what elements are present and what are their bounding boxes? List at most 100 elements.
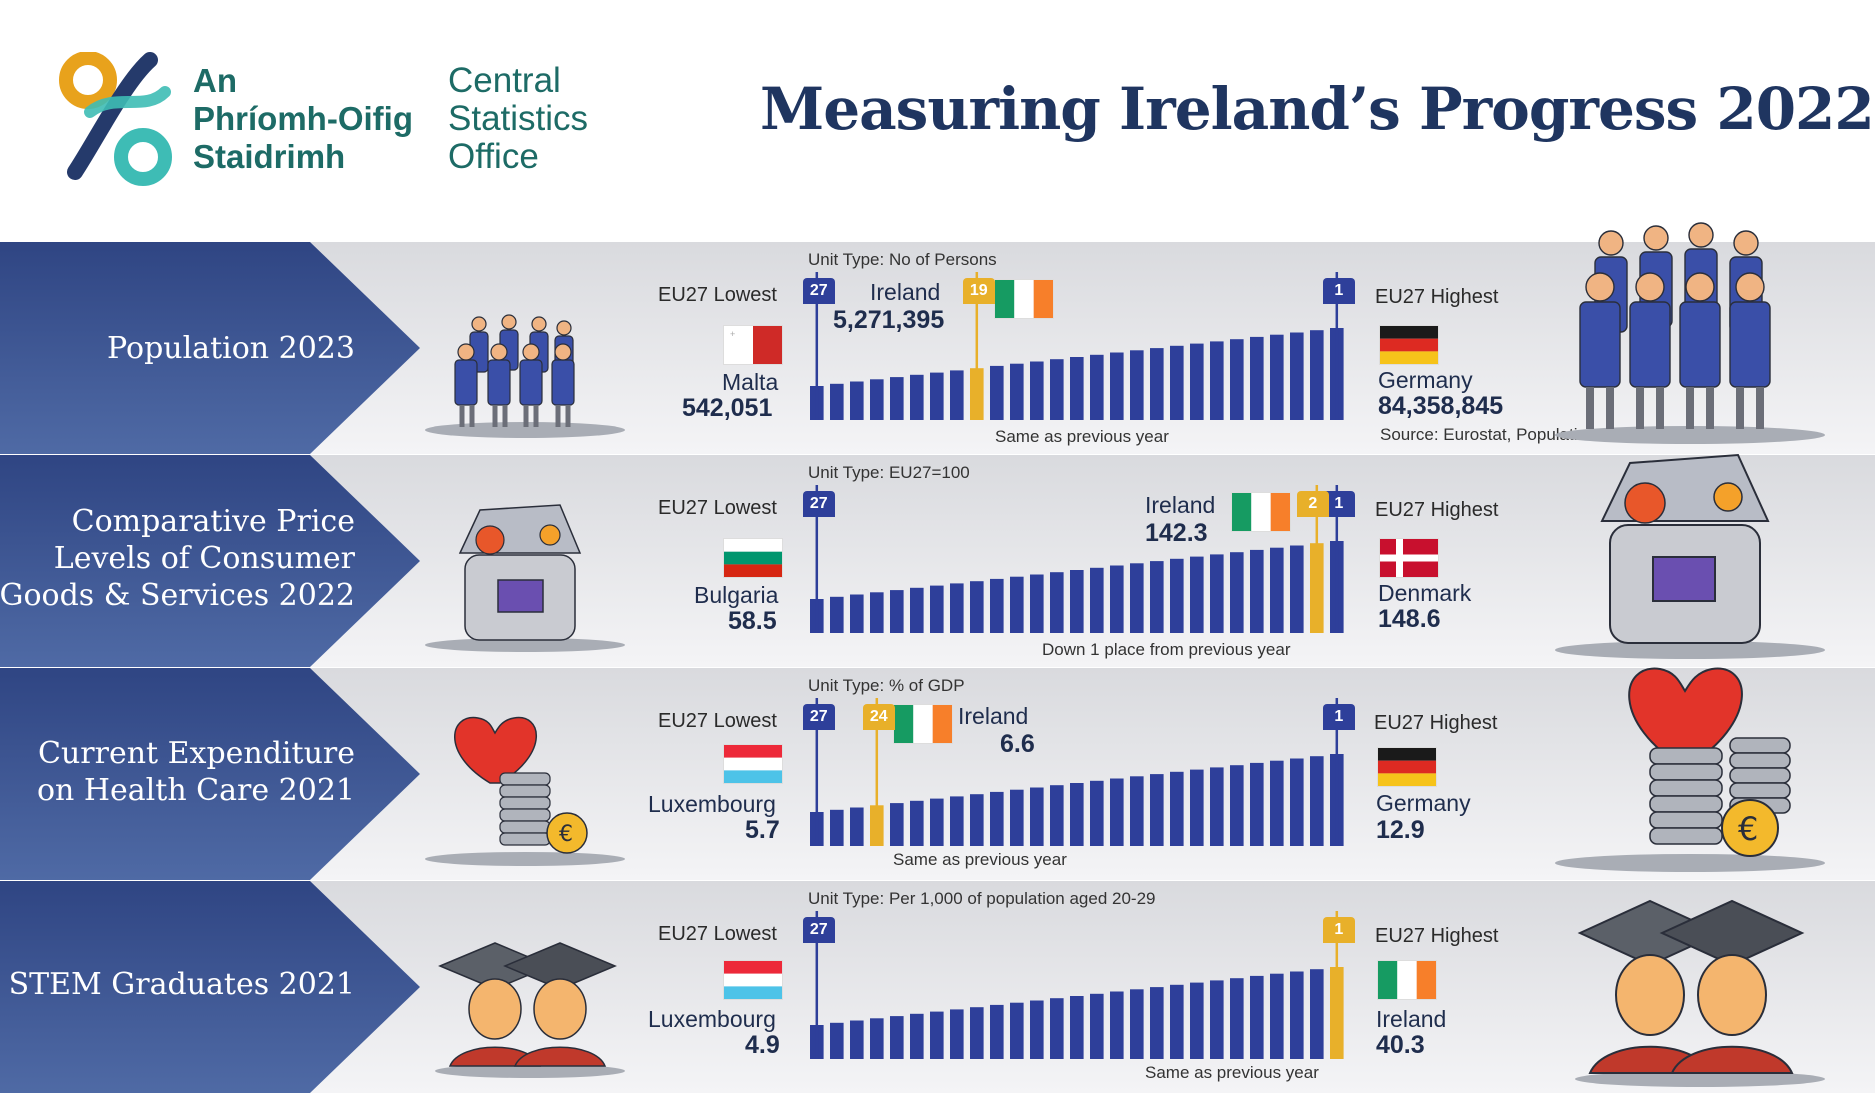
rank-bar [1110, 778, 1124, 846]
rank-bar [1050, 998, 1064, 1059]
rank-bar [850, 807, 864, 846]
rank-bar [1230, 339, 1244, 420]
flag-ireland-icon [1378, 961, 1436, 999]
rank-bar [930, 1011, 944, 1059]
rank-bar [890, 377, 904, 420]
rank-bar [890, 590, 904, 633]
rank-bar [1150, 987, 1164, 1059]
rank-bar [950, 370, 964, 420]
rank-bar [930, 798, 944, 846]
rank-bar [1270, 547, 1284, 633]
rank-bar [870, 379, 884, 420]
row-title: Current Expenditure on Health Care 2021 [36, 736, 355, 808]
rank-bar [1250, 549, 1264, 633]
shopping-bag-icon [425, 504, 625, 652]
rank-bar [1190, 343, 1204, 420]
unit-type: Unit Type: Per 1,000 of population aged … [808, 889, 1156, 908]
rank-bar [1150, 561, 1164, 633]
lowest-rank-badge: 27 [802, 278, 835, 304]
rank-bar [950, 1009, 964, 1059]
rank-bar [1230, 765, 1244, 846]
shopping-bag-large-icon [1555, 453, 1825, 659]
rank-bar [870, 592, 884, 633]
highest-value: 12.9 [1376, 816, 1425, 844]
rank-bar [1110, 565, 1124, 633]
eu-lowest-label: EU27 Lowest [658, 497, 777, 519]
rank-bar-strip [810, 272, 1344, 420]
flag-luxembourg-icon [724, 745, 782, 783]
rank-bar [1150, 774, 1164, 846]
rank-bar [830, 383, 844, 420]
rank-bar [1030, 574, 1044, 633]
ireland-value: 142.3 [1145, 519, 1208, 547]
rank-bar [990, 578, 1004, 633]
highest-country: Denmark [1378, 580, 1472, 606]
lowest-country: Luxembourg [648, 791, 776, 817]
rank-bar [1050, 572, 1064, 633]
rank-bar [1290, 332, 1304, 420]
rank-bar [950, 796, 964, 846]
svg-text:+: + [730, 329, 735, 339]
highest-country: Germany [1378, 367, 1473, 393]
cso-logo-icon [59, 52, 172, 186]
lowest-value: 4.9 [745, 1031, 780, 1059]
rank-bar [1230, 552, 1244, 633]
rank-bar [890, 1016, 904, 1059]
row-arrow-banner [0, 881, 420, 1093]
rank-bar-strip [810, 698, 1344, 846]
rank-bar-strip [810, 911, 1344, 1059]
rank-bar [930, 585, 944, 633]
eu-highest-label: EU27 Highest [1375, 925, 1499, 947]
unit-type: Unit Type: % of GDP [808, 676, 965, 695]
rank-bar [930, 372, 944, 420]
flag-malta-icon: + [724, 326, 782, 364]
logo-irish-text: An Phríomh-Oifig Staidrimh [193, 62, 413, 175]
people-group-icon [425, 314, 625, 438]
flag-ireland-icon [995, 280, 1053, 318]
rank-bar [1110, 352, 1124, 420]
lowest-rank-badge: 27 [802, 704, 835, 730]
graduates-icon [435, 942, 625, 1078]
eu-highest-label: EU27 Highest [1375, 499, 1499, 521]
rank-bar [1270, 973, 1284, 1059]
row-title: Population 2023 [107, 331, 355, 366]
rank-bar [1170, 345, 1184, 420]
rank-bar [1010, 789, 1024, 846]
lowest-country: Bulgaria [694, 582, 779, 608]
lowest-rank-badge: 27 [802, 917, 835, 943]
flag-ireland-icon [894, 705, 952, 743]
svg-text:€: € [559, 822, 573, 847]
highest-rank-badge: 1 [1322, 278, 1355, 304]
rank-bar [1050, 785, 1064, 846]
highest-value: 84,358,845 [1378, 392, 1504, 420]
unit-type: Unit Type: No of Persons [808, 250, 997, 269]
rank-bar [1290, 545, 1304, 633]
rank-bar [1210, 554, 1224, 633]
rank-bar-strip [810, 485, 1344, 633]
rank-bar [1210, 980, 1224, 1059]
flag-germany-icon [1378, 748, 1436, 786]
rank-bar [1250, 762, 1264, 846]
rank-bar [910, 1013, 924, 1059]
logo-english-text: Central Statistics Office [448, 61, 589, 176]
highest-country: Germany [1376, 790, 1471, 816]
rank-bar [1230, 978, 1244, 1059]
rank-bar [1010, 576, 1024, 633]
ireland-label: Ireland [958, 703, 1029, 729]
rank-bar [1090, 993, 1104, 1059]
rank-bar [1030, 787, 1044, 846]
lowest-value: 542,051 [682, 394, 773, 422]
row-title: Comparative Price Levels of Consumer Goods… [0, 504, 355, 613]
highest-rank-badge: 1 [1322, 704, 1355, 730]
eu-lowest-label: EU27 Lowest [658, 923, 777, 945]
rank-change-note: Down 1 place from previous year [1042, 640, 1291, 659]
flag-denmark-icon [1380, 539, 1438, 577]
rank-bar [1010, 1002, 1024, 1059]
rank-bar [1090, 780, 1104, 846]
graduates-large-icon [1575, 899, 1825, 1087]
rank-bar [1270, 334, 1284, 420]
rank-change-note: Same as previous year [893, 850, 1067, 869]
indicator-row-population: Population 2023 Unit Type: No of Persons… [0, 222, 1875, 454]
ireland-label: Ireland [1145, 492, 1216, 518]
lowest-country: Luxembourg [648, 1006, 776, 1032]
